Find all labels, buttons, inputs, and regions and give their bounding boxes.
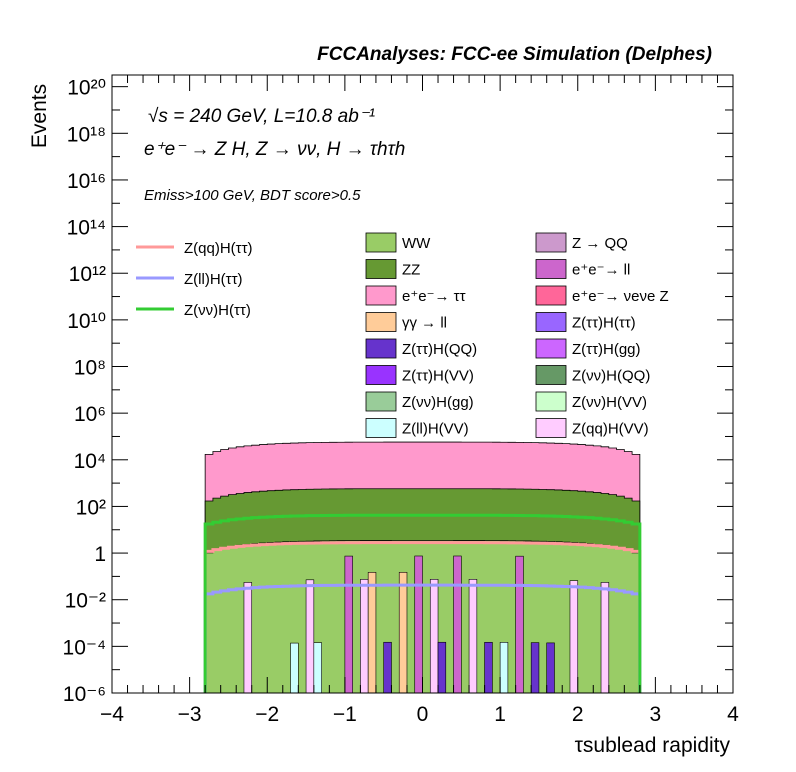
legend-swatch [535, 338, 567, 359]
bar-zhqq [484, 641, 493, 694]
legend-label: e⁺e⁻→ ττ [402, 288, 466, 305]
stacked-histograms [204, 441, 641, 694]
axis-ticks [111, 75, 734, 694]
x-tick-label: 2 [572, 703, 584, 726]
x-tick-label: 3 [650, 703, 662, 726]
y-tick-label: 10⁴ [74, 450, 106, 473]
y-tick-label: 10¹² [69, 263, 106, 286]
legend: Z(qq)H(ττ) Z(ll)H(ττ) Z(νν)H(ττ) WW Z → QQ ZZ… [136, 232, 669, 438]
legend-label: Z(νν)H(QQ) [572, 368, 650, 385]
axis-tick-labels: −4 −3 −2 −1 0 1 2 3 4 10⁻⁶ 10⁻⁴ 10⁻² 1 10² 10⁴ 10⁶ 10⁸ 10… [63, 77, 740, 726]
bar-ll [367, 572, 377, 694]
x-tick-label: −1 [333, 703, 357, 726]
bar-zllhvv [499, 642, 509, 694]
legend-label: Z(ττ)H(gg) [572, 341, 641, 358]
legend-swatch [535, 259, 567, 279]
x-tick-label: −3 [178, 703, 202, 726]
legend-swatch [365, 418, 397, 438]
legend-swatch [535, 232, 567, 253]
legend-label: Z(νν)H(ττ) [184, 302, 251, 319]
bar-zqqhvv [429, 579, 439, 694]
y-tick-label: 10¹⁰ [67, 310, 106, 333]
legend-label: ZZ [402, 262, 420, 279]
bar-zqqhvv [468, 579, 478, 694]
bar-zqqhvv [305, 579, 315, 694]
bar-zhqq [437, 641, 447, 694]
legend-label: Z(ττ)H(ττ) [572, 315, 636, 332]
annotation-selection: Emiss>100 GeV, BDT score>0.5 [144, 187, 361, 204]
legend-swatch [535, 391, 567, 412]
y-tick-label: 10⁻⁴ [63, 636, 106, 659]
legend-swatch [535, 365, 567, 385]
y-tick-label: 10²⁰ [67, 77, 106, 100]
bar-eell [453, 555, 462, 694]
y-tick-label: 10¹⁶ [67, 170, 106, 193]
legend-swatch [365, 365, 397, 385]
legend-label: Z(qq)H(VV) [572, 421, 649, 438]
x-tick-label: −2 [255, 703, 279, 726]
legend-swatch [535, 285, 567, 306]
x-tick-label: 1 [494, 703, 506, 726]
legend-label: Z(ττ)H(VV) [402, 368, 474, 385]
y-tick-label: 10⁸ [74, 357, 106, 380]
annotation-process: e⁺e⁻ → Z H, Z → νν, H → τhτh [144, 139, 405, 160]
bar-eell [344, 555, 353, 694]
bar-zllhvv [290, 642, 299, 694]
signal-histograms [203, 513, 642, 693]
x-axis-label: τsublead rapidity [575, 734, 731, 757]
y-tick-label: 10¹⁴ [67, 217, 106, 240]
legend-label: Z(νν)H(VV) [572, 394, 647, 411]
signal-zqqh [203, 541, 642, 693]
bar-zhqq [383, 641, 392, 694]
bar-zqqhvv [360, 579, 369, 694]
y-tick-label: 10¹⁸ [67, 123, 106, 146]
bar-zhqq [546, 642, 555, 694]
x-tick-label: −4 [100, 703, 124, 726]
legend-swatch [365, 391, 397, 412]
y-tick-label: 10² [76, 496, 106, 519]
legend-label: WW [402, 235, 431, 252]
legend-label: e⁺e⁻→ νeνe Z [572, 288, 669, 305]
bar-zhqq [530, 642, 540, 694]
chart-title: FCCAnalyses: FCC-ee Simulation (Delphes) [317, 44, 712, 65]
signal-zllh [203, 583, 642, 693]
bar-zllhvv [313, 642, 322, 694]
bar-eell [515, 555, 524, 694]
legend-swatch [535, 312, 567, 332]
bar-zqqhvv [600, 582, 610, 694]
bar-ll [398, 571, 408, 694]
signal-zh [203, 513, 642, 693]
legend-label: e⁺e⁻→ ll [572, 262, 630, 279]
x-tick-label: 0 [417, 703, 429, 726]
y-axis-label: Events [28, 84, 51, 148]
legend-label: Z(νν)H(gg) [402, 394, 474, 411]
legend-label: Z(ll)H(ττ) [184, 271, 243, 288]
legend-swatch [365, 259, 397, 279]
y-tick-label: 10⁻⁶ [63, 683, 106, 706]
legend-label: Z → QQ [572, 235, 628, 252]
legend-swatch [365, 232, 397, 253]
bar-zqqhvv [243, 582, 253, 694]
y-tick-label: 1 [94, 543, 106, 566]
legend-label: Z(ll)H(VV) [402, 421, 469, 438]
legend-swatch [535, 418, 567, 438]
annotation-energy: √s = 240 GeV, L=10.8 ab⁻¹ [148, 106, 375, 127]
bar-eell [414, 555, 423, 694]
bar-zqqhvv [569, 580, 579, 694]
legend-swatch [365, 338, 397, 359]
y-tick-label: 10⁶ [74, 403, 106, 426]
legend-label: Z(qq)H(ττ) [184, 240, 253, 257]
legend-swatch [365, 285, 397, 306]
y-tick-label: 10⁻² [65, 590, 106, 613]
legend-label: Z(ττ)H(QQ) [402, 341, 477, 358]
legend-label: γγ → ll [402, 315, 447, 332]
legend-swatch [365, 312, 397, 332]
x-tick-label: 4 [727, 703, 739, 726]
